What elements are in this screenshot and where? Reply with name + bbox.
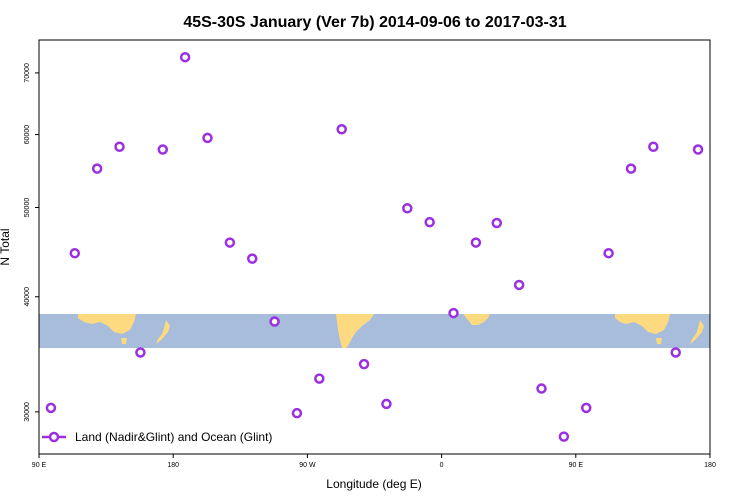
data-point: [603, 247, 614, 259]
land-new-zealand-left: [156, 320, 170, 344]
data-point: [558, 431, 570, 442]
map-ocean: [39, 314, 710, 348]
data-point: [692, 144, 704, 155]
data-point: [336, 124, 347, 135]
land-south-america: [336, 314, 374, 348]
data-point: [381, 398, 392, 410]
data-point: [358, 358, 370, 370]
land-tasmania-left: [121, 338, 127, 344]
data-point: [670, 347, 681, 358]
x-axis: 90 E 180 90 W 0 90 E 180: [32, 454, 716, 469]
data-point: [291, 407, 303, 419]
x-tick-label: 90 E: [569, 462, 584, 469]
map-landmasses: [78, 314, 704, 348]
land-southern-africa: [463, 314, 490, 325]
data-point: [157, 144, 169, 155]
data-points: [45, 51, 704, 442]
data-point: [648, 141, 659, 152]
legend-marker: [48, 431, 60, 443]
y-tick-label: 40000: [24, 287, 31, 307]
chart-title: 45S-30S January (Ver 7b) 2014-09-06 to 2…: [183, 14, 566, 31]
data-point: [513, 279, 525, 291]
data-point: [69, 247, 81, 259]
y-axis: 30000 40000 50000 60000 70000: [24, 63, 39, 422]
land-new-zealand-right: [690, 320, 704, 344]
data-point: [448, 307, 459, 319]
y-tick-label: 50000: [24, 198, 31, 218]
data-point: [202, 132, 213, 144]
land-tasmania-right: [656, 338, 662, 344]
data-point: [402, 203, 413, 214]
data-point: [91, 163, 103, 174]
land-australia-right: [615, 314, 670, 334]
land-australia-left: [78, 314, 136, 334]
x-tick-label: 90 W: [299, 462, 316, 469]
data-point: [625, 163, 637, 174]
data-point: [536, 383, 547, 394]
data-point: [314, 373, 325, 384]
x-tick-label: 90 E: [32, 462, 47, 469]
y-axis-label: N Total: [0, 228, 12, 265]
data-point: [580, 402, 592, 414]
data-point: [179, 51, 191, 63]
x-tick-label: 0: [440, 462, 444, 469]
data-point: [269, 316, 280, 327]
plot-frame: [38, 39, 711, 455]
data-point: [424, 216, 435, 228]
y-tick-label: 60000: [24, 125, 31, 145]
data-point: [224, 237, 236, 248]
legend: Land (Nadir&Glint) and Ocean (Glint): [42, 430, 272, 444]
data-point: [470, 237, 482, 248]
y-tick-label: 70000: [24, 63, 31, 83]
data-point: [491, 217, 503, 229]
data-point: [135, 347, 146, 358]
x-axis-label: Longitude (deg E): [326, 477, 421, 491]
data-point: [114, 141, 125, 152]
y-tick-label: 30000: [24, 402, 31, 422]
x-tick-label: 180: [704, 462, 716, 469]
legend-label: Land (Nadir&Glint) and Ocean (Glint): [75, 430, 272, 444]
data-point: [45, 402, 57, 414]
map-band: [39, 314, 710, 348]
x-tick-label: 180: [167, 462, 179, 469]
data-point: [246, 253, 258, 264]
